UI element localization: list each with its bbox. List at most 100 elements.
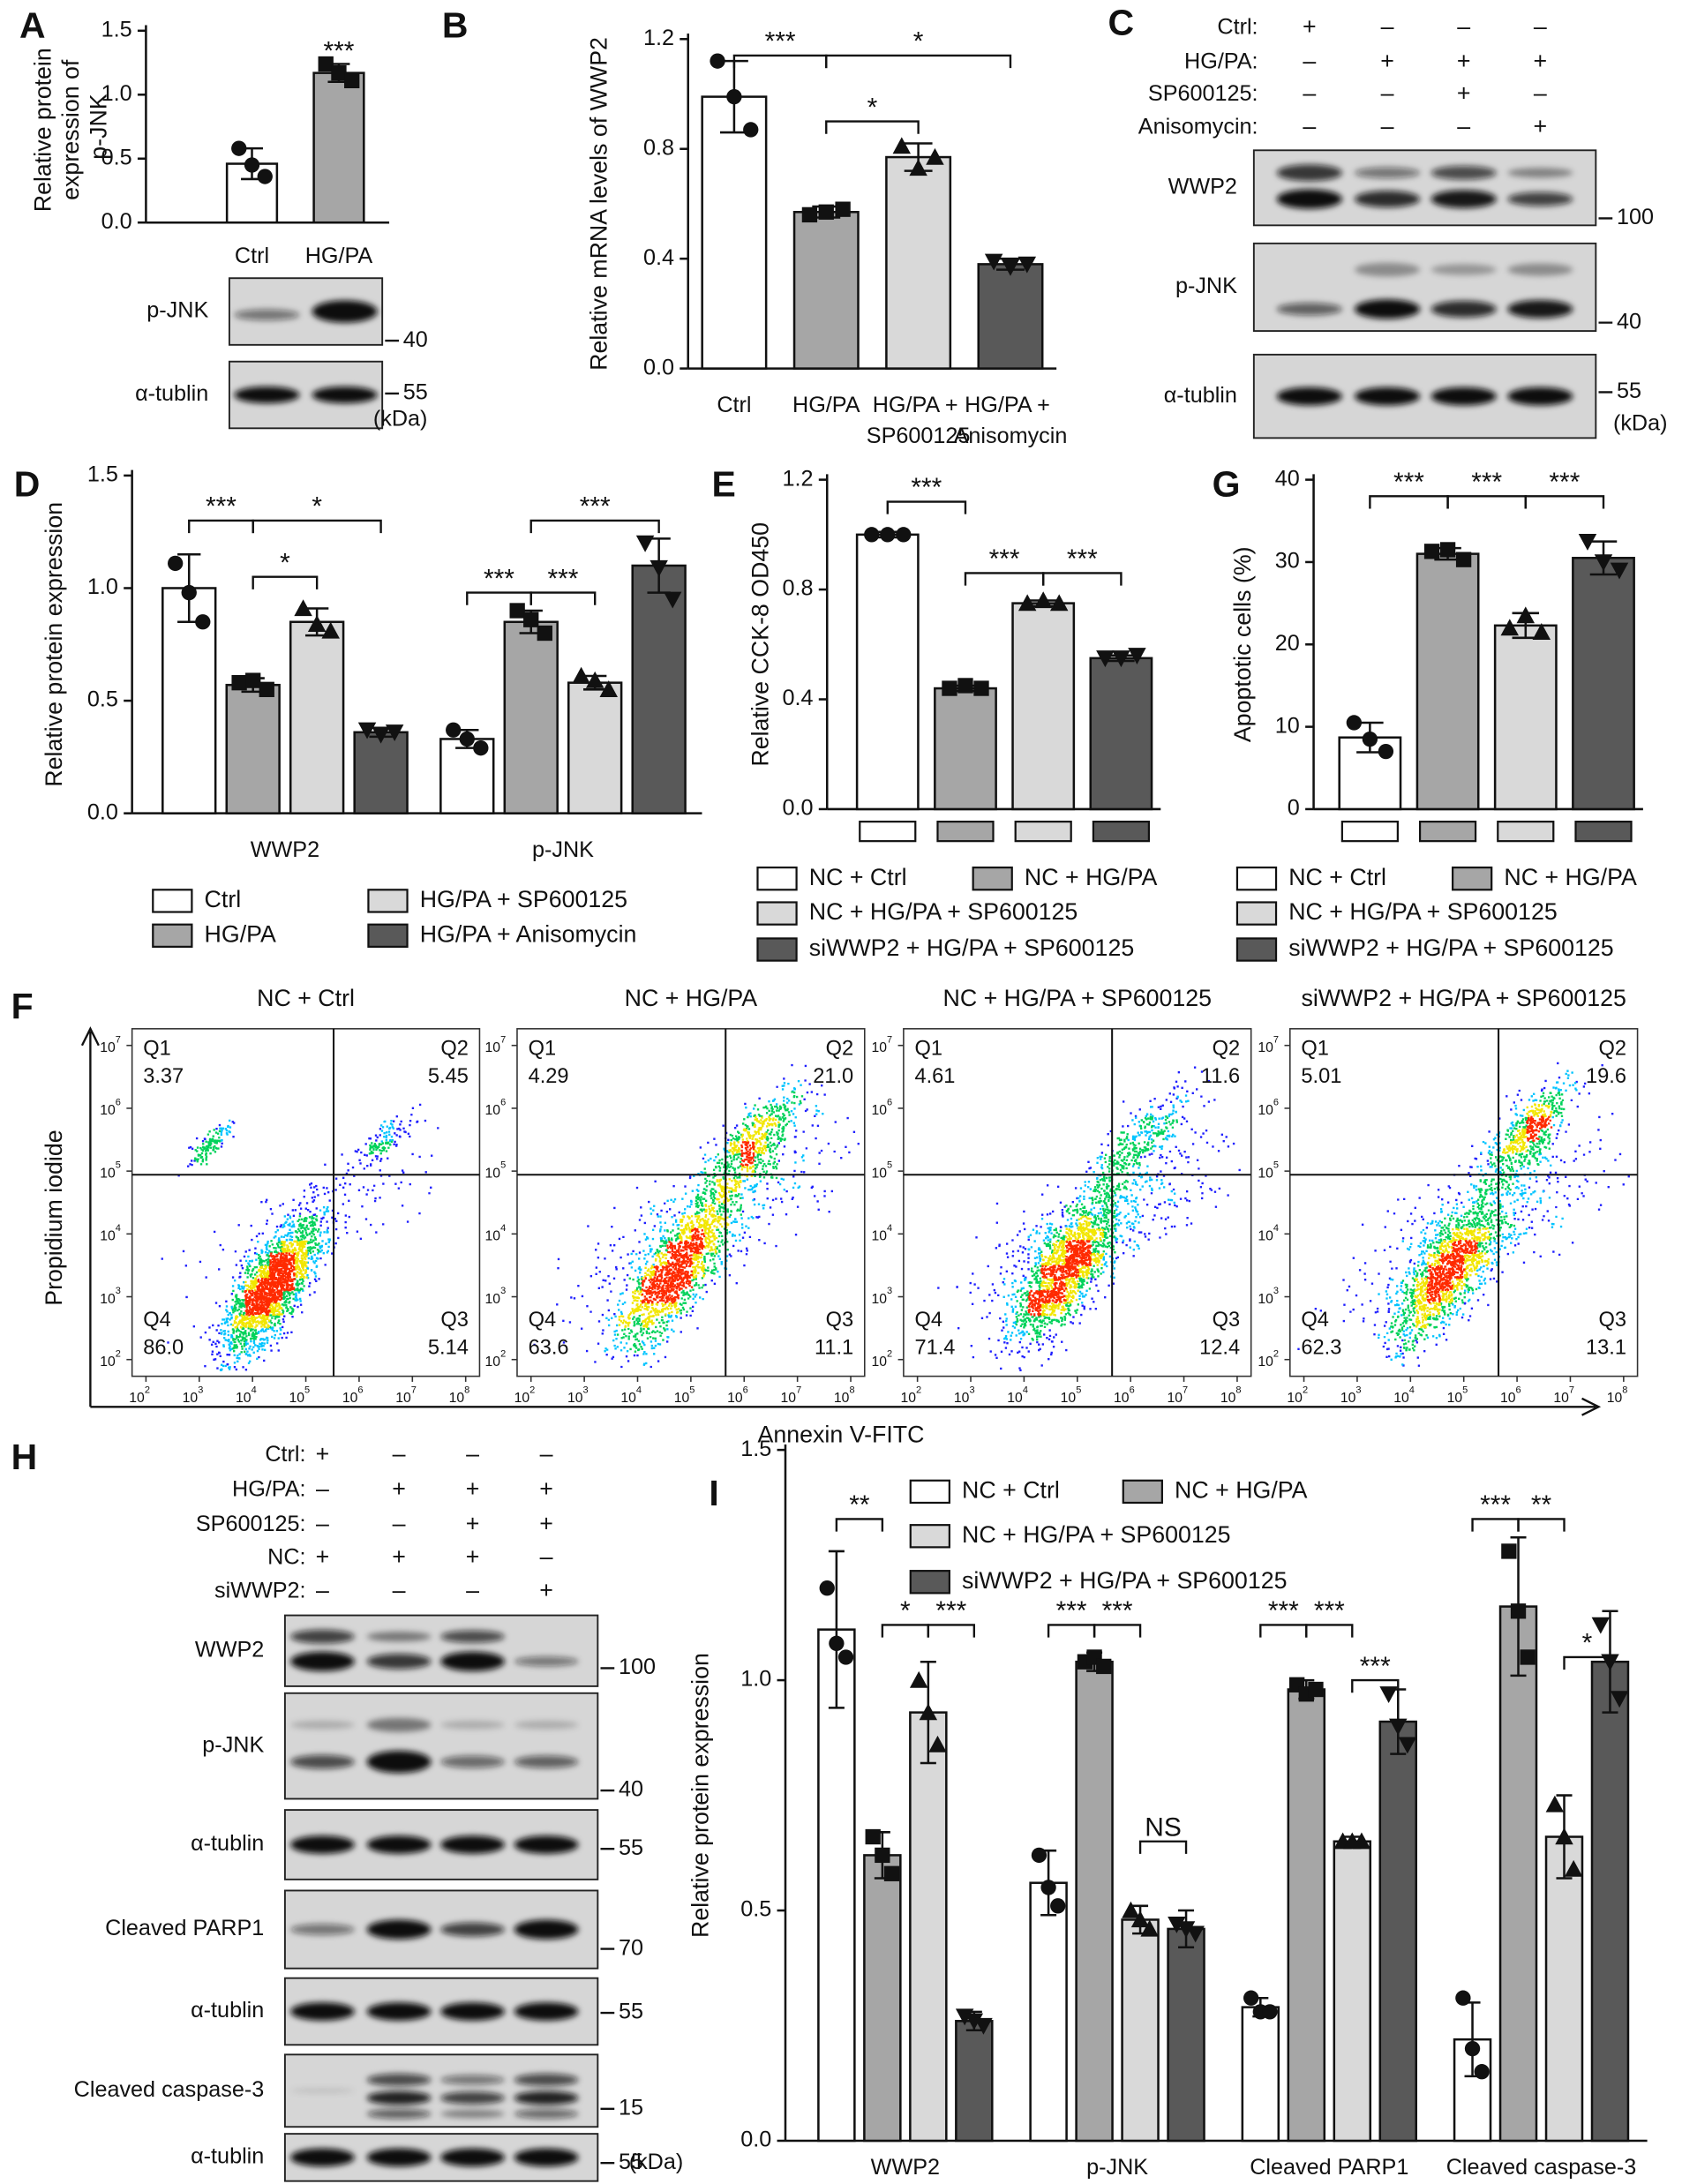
- x-tick-label: HG/PA + Anisomycin: [954, 393, 1068, 448]
- data-point: [1389, 1718, 1408, 1736]
- y-tick-label: 0.5: [101, 145, 132, 169]
- legend-label: NC + Ctrl: [1288, 864, 1386, 890]
- y-tick-label: 0.0: [101, 209, 132, 234]
- significance-bracket: [1047, 1624, 1096, 1638]
- significance-label: ***: [1056, 1596, 1087, 1625]
- condition-label: siWWP2:: [214, 1578, 306, 1602]
- x-tick-exponent: 4: [252, 1385, 257, 1395]
- data-point: [1033, 591, 1053, 609]
- data-point: [1243, 1990, 1259, 2006]
- y-tick-base: 10: [1258, 1355, 1273, 1370]
- y-tick-label: 0.0: [87, 799, 118, 824]
- x-tick-label: Ctrl: [717, 393, 751, 417]
- blot-band: [1355, 167, 1421, 179]
- bar: [567, 681, 623, 814]
- significance-bracket: [252, 575, 319, 589]
- unit-label: (kDa): [373, 407, 428, 432]
- quadrant-name: Q3: [826, 1309, 854, 1332]
- condition-sign: +: [1457, 79, 1471, 106]
- blot-band: [514, 2090, 579, 2105]
- data-point: [1050, 1898, 1066, 1914]
- data-point: [523, 612, 539, 627]
- flow-panel: NC + HG/PAQ14.29Q221.0Q311.1Q463.6102103…: [485, 985, 866, 1406]
- condition-sign: +: [539, 1577, 553, 1603]
- band-label: WWP2: [1168, 174, 1237, 199]
- y-tick-base: 10: [100, 1040, 116, 1055]
- condition-label: SP600125:: [196, 1512, 306, 1536]
- quadrant-value: 13.1: [1586, 1336, 1626, 1359]
- x-tick-base: 10: [1340, 1391, 1356, 1406]
- condition-label: HG/PA:: [1184, 49, 1258, 74]
- blot-band: [366, 1632, 432, 1642]
- quadrant-name: Q1: [914, 1038, 942, 1061]
- blot-band: [366, 1750, 432, 1774]
- x-tick-base: 10: [1007, 1391, 1023, 1406]
- y-tick-base: 10: [485, 1040, 501, 1055]
- y-tick-base: 10: [1258, 1040, 1273, 1055]
- quadrant-value: 3.37: [143, 1065, 184, 1088]
- y-tick-exponent: 4: [500, 1223, 506, 1234]
- condition-sign: +: [539, 1510, 553, 1536]
- significance-label: *: [900, 1596, 911, 1625]
- legend-swatch: [1451, 867, 1493, 891]
- x-tick-base: 10: [1061, 1391, 1077, 1406]
- quadrant-value: 5.01: [1301, 1065, 1341, 1088]
- blot-band: [514, 2148, 579, 2167]
- y-tick-base: 10: [485, 1229, 501, 1244]
- blot-band: [366, 2148, 432, 2167]
- bar: [1167, 1927, 1205, 2143]
- band-label: WWP2: [195, 1637, 264, 1662]
- x-tick-base: 10: [954, 1391, 970, 1406]
- quadrant-name: Q1: [529, 1038, 557, 1061]
- y-tick-exponent: 4: [1273, 1223, 1279, 1234]
- y-tick-base: 10: [871, 1103, 887, 1118]
- condition-sign: –: [540, 1543, 553, 1570]
- data-point: [1096, 1658, 1112, 1675]
- bar-chart: 0.0 0.5 1.0 1.5 Relative protein expression W…: [687, 1437, 1648, 2180]
- significance-bracket: [188, 519, 254, 534]
- bar: [1415, 552, 1480, 811]
- band-label: α-tublin: [191, 1831, 264, 1856]
- significance-label: ***: [547, 564, 578, 593]
- y-tick-label: 0.8: [643, 135, 674, 160]
- significance-label: ***: [323, 36, 354, 65]
- significance-label: **: [1531, 1490, 1552, 1520]
- panel-label: B: [442, 4, 469, 45]
- x-tick-base: 10: [1553, 1391, 1569, 1406]
- quadrant-name: Q3: [1213, 1309, 1241, 1332]
- marker-label: 55: [619, 2150, 643, 2174]
- blot-band: [1355, 262, 1421, 277]
- bar: [1378, 1720, 1418, 2143]
- condition-sign: –: [1457, 113, 1470, 139]
- quadrant-name: Q4: [143, 1309, 171, 1332]
- y-tick-exponent: 4: [116, 1223, 121, 1234]
- y-tick-base: 10: [871, 1292, 887, 1307]
- x-swatch: [1418, 821, 1477, 843]
- y-tick-exponent: 3: [116, 1286, 121, 1296]
- data-point: [599, 680, 618, 697]
- x-swatch: [1497, 821, 1555, 843]
- y-tick-exponent: 3: [500, 1286, 506, 1296]
- blot-band: [366, 2090, 432, 2105]
- x-tick-exponent: 7: [1569, 1385, 1574, 1395]
- x-tick-base: 10: [289, 1391, 304, 1406]
- band-label: α-tublin: [135, 381, 208, 406]
- data-point: [957, 678, 973, 694]
- legend-swatch: [367, 923, 409, 948]
- y-tick-exponent: 2: [116, 1348, 121, 1359]
- data-point: [883, 1865, 900, 1881]
- bar: [1572, 557, 1635, 811]
- legend-swatch: [152, 923, 193, 948]
- flow-x-label: Annexin V-FITC: [758, 1421, 925, 1447]
- condition-sign: –: [1534, 13, 1547, 40]
- data-point: [1378, 743, 1394, 760]
- y-tick-exponent: 5: [116, 1160, 121, 1171]
- y-tick-label: 1.5: [101, 17, 132, 41]
- data-point: [1176, 1921, 1196, 1939]
- quadrant-value: 19.6: [1586, 1065, 1626, 1088]
- x-tick-label: p-JNK: [532, 837, 594, 862]
- quadrant-value: 62.3: [1301, 1336, 1341, 1359]
- legend-label: siWWP2 + HG/PA + SP600125: [962, 1567, 1287, 1594]
- blot-band: [440, 2091, 505, 2105]
